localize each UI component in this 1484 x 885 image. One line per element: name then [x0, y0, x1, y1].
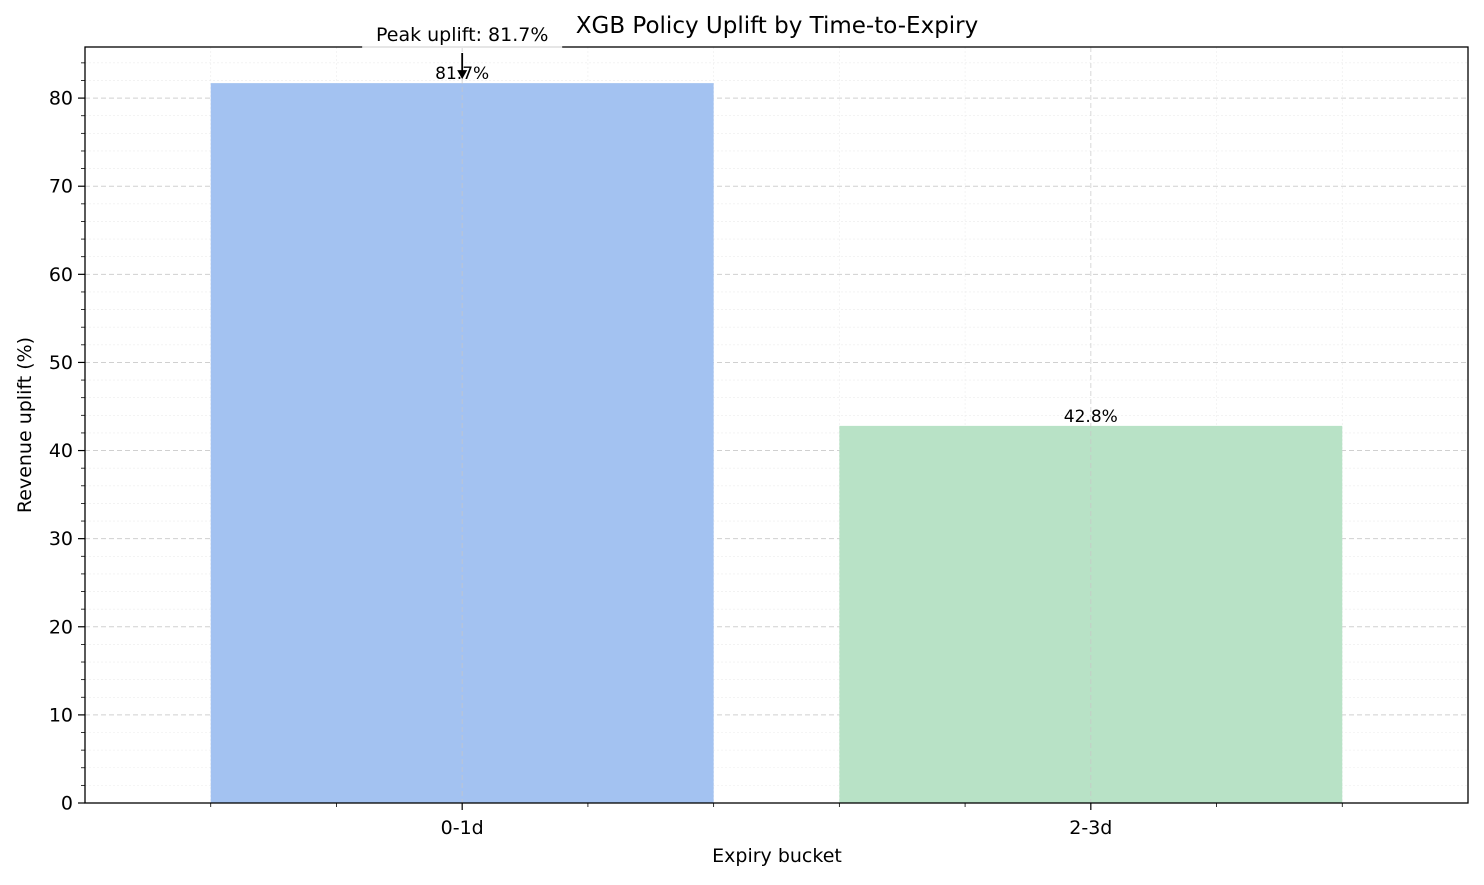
x-tick-label: 0-1d	[441, 817, 484, 839]
y-axis-label: Revenue uplift (%)	[14, 337, 36, 513]
y-tick-label: 70	[49, 176, 73, 198]
y-tick-label: 60	[49, 264, 73, 286]
y-tick-label: 80	[49, 88, 73, 110]
y-axis: 0 10 20 30 40 50 60 70 80	[49, 62, 85, 815]
y-tick-label: 50	[49, 352, 73, 374]
plot-frame	[84, 46, 1469, 804]
annotation-text: Peak uplift: 81.7%	[376, 24, 548, 46]
value-label: 42.8%	[1064, 407, 1118, 427]
chart-title: XGB Policy Uplift by Time-to-Expiry	[576, 13, 979, 39]
x-grid	[461, 47, 1092, 803]
x-axis: 0-1d 2-3d	[210, 803, 1343, 839]
y-tick-label: 10	[49, 704, 73, 726]
bars	[210, 83, 1343, 804]
annotation-arrow-head	[457, 70, 468, 80]
y-tick-label: 40	[49, 440, 73, 462]
x-tick-label: 2-3d	[1069, 817, 1112, 839]
y-tick-label: 30	[49, 528, 73, 550]
y-tick-label: 20	[49, 616, 73, 638]
annotation: Peak uplift: 81.7%	[362, 20, 563, 80]
y-tick-label: 0	[61, 793, 73, 815]
x-axis-label: Expiry bucket	[712, 845, 842, 867]
annotation-box	[362, 20, 563, 48]
